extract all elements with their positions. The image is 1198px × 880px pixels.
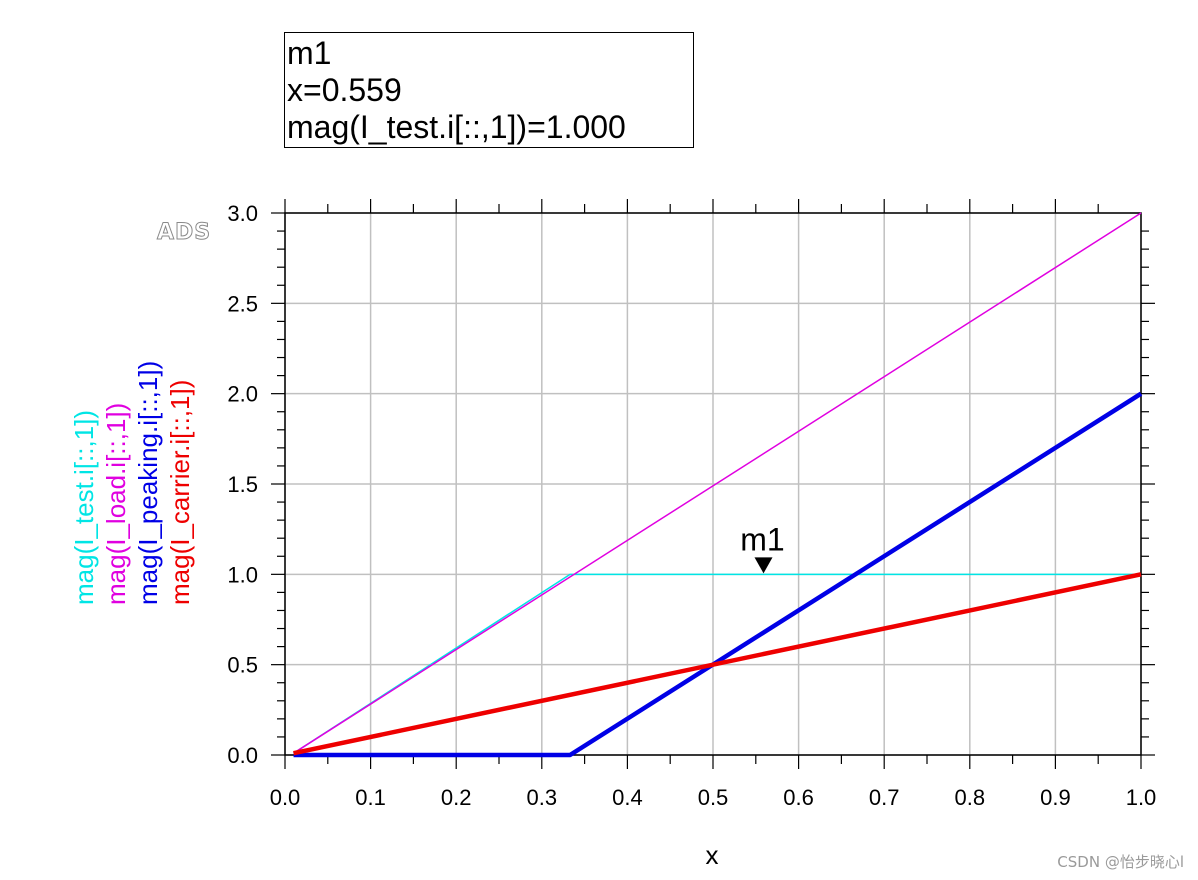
watermark: CSDN @怡步晓心l <box>1057 853 1184 871</box>
marker-label: m1 <box>740 521 784 557</box>
y-tick-label: 1.0 <box>227 562 258 587</box>
legend-entry: mag(I_peaking.i[::,1]) <box>133 361 163 605</box>
series-line <box>293 212 1142 754</box>
legend-entry: mag(I_load.i[::,1]) <box>101 403 131 605</box>
x-tick-label: 1.0 <box>1126 785 1157 810</box>
marker-readout-x: x=0.559 <box>287 72 402 108</box>
x-tick-label: 0.7 <box>869 785 900 810</box>
series-line <box>293 391 1143 758</box>
series <box>293 212 1143 758</box>
marker-readout-box[interactable]: m1 x=0.559 mag(I_test.i[::,1])=1.000 <box>284 32 694 148</box>
legend-entry: mag(I_carrier.i[::,1]) <box>165 380 195 605</box>
x-tick-label: 0.4 <box>612 785 643 810</box>
x-tick-label: 0.1 <box>355 785 386 810</box>
x-tick-label: 0.0 <box>270 785 301 810</box>
marker-readout-y: mag(I_test.i[::,1])=1.000 <box>287 109 626 145</box>
x-tick-label: 0.2 <box>441 785 472 810</box>
x-tick-label: 0.6 <box>783 785 814 810</box>
series-line <box>293 572 1142 756</box>
x-tick-label: 0.9 <box>1040 785 1071 810</box>
tick-labels: 0.0 0.1 0.2 0.3 0.4 0.5 0.6 0.7 0.8 0.9 1.0 0.0 0.5 1… <box>69 201 1156 870</box>
y-tick-label: 2.5 <box>227 291 258 316</box>
y-tick-label: 0.0 <box>227 743 258 768</box>
x-tick-label: 0.5 <box>698 785 729 810</box>
y-tick-label: 3.0 <box>227 201 258 226</box>
ads-logo: ADS <box>156 220 212 246</box>
y-tick-label: 1.5 <box>227 472 258 497</box>
axes <box>271 199 1155 769</box>
y-tick-label: 0.5 <box>227 653 258 678</box>
legend-entry: mag(I_test.i[::,1]) <box>69 410 99 605</box>
y-tick-label: 2.0 <box>227 382 258 407</box>
x-tick-label: 0.3 <box>527 785 558 810</box>
x-tick-label: 0.8 <box>955 785 986 810</box>
x-axis-title: x <box>706 840 719 870</box>
marker-triangle <box>754 557 773 574</box>
marker-readout-name: m1 <box>287 35 332 71</box>
